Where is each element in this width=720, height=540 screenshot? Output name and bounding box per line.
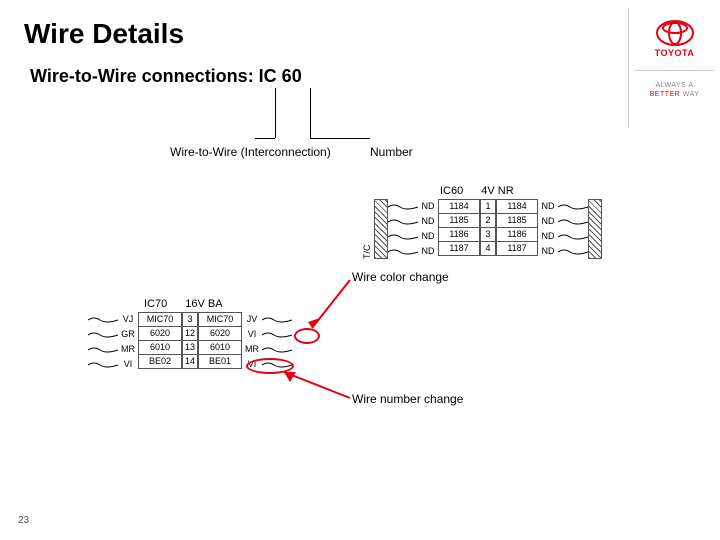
lead-squiggle-icon — [88, 312, 118, 372]
wire-num: 6020 — [138, 326, 182, 341]
ic60-header-left: IC60 — [440, 185, 463, 197]
brand-logo: TOYOTA — [629, 8, 720, 70]
ic60-diagram: IC60 4V NR T/C ND ND ND ND 1184 1185 118… — [360, 185, 670, 259]
tag: ND — [538, 244, 558, 259]
ic60-hatch-left — [374, 199, 388, 259]
callout-line-number-h — [310, 138, 370, 139]
ic60-left-tags: ND ND ND ND — [418, 199, 438, 259]
wire-num: 1186 — [438, 227, 480, 242]
page-subtitle: Wire-to-Wire connections: IC 60 — [30, 66, 302, 87]
page-title: Wire Details — [24, 18, 184, 50]
wire-num: 1187 — [438, 241, 480, 256]
wire-num: 1187 — [496, 241, 538, 256]
wire-num: 1184 — [438, 199, 480, 214]
brand-logo-area: TOYOTA ALWAYS A BETTER WAY — [628, 8, 720, 128]
pin-num: 4 — [480, 241, 496, 256]
brand-name: TOYOTA — [655, 48, 695, 58]
wire-num: 6010 — [198, 340, 242, 355]
pin-num: 2 — [480, 213, 496, 228]
ic60-hatch-right — [588, 199, 602, 259]
ic60-header: IC60 4V NR — [360, 185, 670, 197]
ic60-header-right: 4V NR — [481, 185, 513, 197]
ic60-side-label: T/C — [360, 199, 374, 259]
wire-num: 1184 — [496, 199, 538, 214]
brand-tagline: ALWAYS A BETTER WAY — [629, 71, 720, 99]
wire-num: BE01 — [198, 354, 242, 369]
tag: ND — [418, 229, 438, 244]
wire-num: 6010 — [138, 340, 182, 355]
callout-label-number: Number — [370, 145, 413, 159]
lead-squiggle-icon — [388, 199, 418, 259]
page-number: 23 — [18, 515, 29, 526]
tag: VI — [118, 357, 138, 372]
tag: ND — [538, 214, 558, 229]
ic60-right-tags: ND ND ND ND — [538, 199, 558, 259]
tag: ND — [418, 199, 438, 214]
callout-line-interconnection — [275, 88, 276, 138]
arrow-color-change-icon — [300, 278, 360, 338]
ic70-left-tags: VJ GR MR VI — [118, 312, 138, 372]
tag: JV — [242, 312, 262, 327]
tagline-line3: WAY — [683, 91, 700, 98]
tag: ND — [538, 229, 558, 244]
ic70-left-leads — [88, 312, 118, 372]
ic60-right-nums: 1184 1185 1186 1187 — [496, 199, 538, 259]
tag: ND — [418, 244, 438, 259]
annotation-number-change: Wire number change — [352, 392, 463, 406]
pin-num: 1 — [480, 199, 496, 214]
tag: MR — [242, 342, 262, 357]
arrow-number-change-icon — [278, 368, 358, 408]
tag: VJ — [118, 312, 138, 327]
pin-num: 13 — [182, 340, 198, 355]
annotation-color-change: Wire color change — [352, 270, 449, 284]
wire-num: MIC70 — [198, 312, 242, 327]
pin-num: 14 — [182, 354, 198, 369]
wire-num: 6020 — [198, 326, 242, 341]
ic60-left-nums: 1184 1185 1186 1187 — [438, 199, 480, 259]
tag: ND — [538, 199, 558, 214]
wire-num: 1186 — [496, 227, 538, 242]
tag: VI — [242, 327, 262, 342]
ic60-pins: 1 2 3 4 — [480, 199, 496, 259]
ic70-left-nums: MIC70 6020 6010 BE02 — [138, 312, 182, 372]
tagline-line1: ALWAYS A — [655, 82, 693, 89]
pin-num: 3 — [480, 227, 496, 242]
wire-num: 1185 — [496, 213, 538, 228]
callout-line-number — [310, 88, 311, 138]
ic70-right-nums: MIC70 6020 6010 BE01 — [198, 312, 242, 372]
lead-squiggle-icon — [558, 199, 588, 259]
wire-num: MIC70 — [138, 312, 182, 327]
ic60-right-leads — [558, 199, 588, 259]
ic70-pins: 3 12 13 14 — [182, 312, 198, 372]
pin-num: 3 — [182, 312, 198, 327]
tag: MR — [118, 342, 138, 357]
pin-num: 12 — [182, 326, 198, 341]
wire-num: 1185 — [438, 213, 480, 228]
toyota-emblem-icon — [656, 20, 694, 46]
tag: ND — [418, 214, 438, 229]
tagline-line2: BETTER — [650, 91, 681, 98]
tag: GR — [118, 327, 138, 342]
ic60-left-leads — [388, 199, 418, 259]
ic70-header-right: 16V BA — [185, 298, 222, 310]
ic70-header-left: IC70 — [144, 298, 167, 310]
callout-line-interconnection-h — [255, 138, 275, 139]
wire-num: BE02 — [138, 354, 182, 369]
callout-label-interconnection: Wire-to-Wire (Interconnection) — [170, 145, 331, 159]
